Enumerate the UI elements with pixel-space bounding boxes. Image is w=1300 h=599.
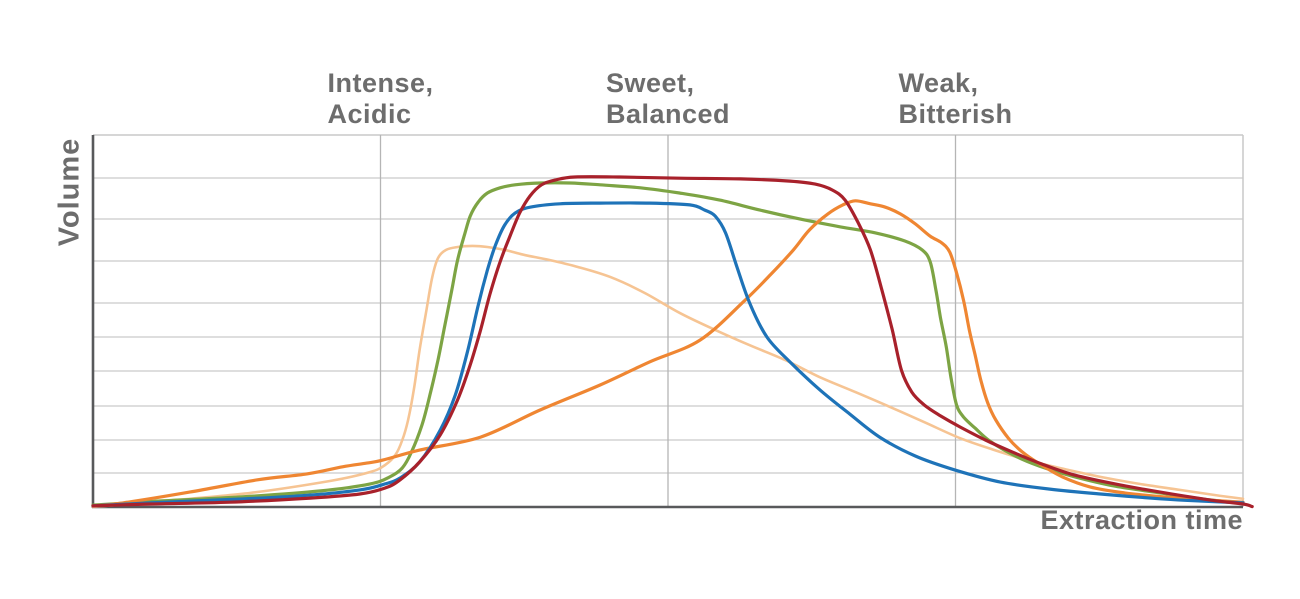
series-green-curve <box>91 181 1245 507</box>
annotation-line: Bitterish <box>898 99 1013 129</box>
series-light-peach-curve <box>91 244 1245 509</box>
x-axis-label: Extraction time <box>1040 505 1243 535</box>
annotation-intense-acidic: Intense, Acidic <box>327 68 433 130</box>
series-orange-curve <box>91 199 1245 508</box>
y-axis-label: Volume <box>53 137 86 247</box>
annotation-line: Sweet, <box>605 68 695 98</box>
annotation-line: Acidic <box>327 99 412 129</box>
annotation-sweet-balanced: Sweet, Balanced <box>606 68 730 130</box>
annotation-line: Weak, <box>898 68 979 98</box>
annotation-line: Balanced <box>605 99 731 129</box>
annotation-line: Intense, <box>327 68 434 98</box>
annotation-weak-bitterish: Weak, Bitterish <box>898 68 1012 130</box>
series-red-curve <box>91 175 1254 509</box>
